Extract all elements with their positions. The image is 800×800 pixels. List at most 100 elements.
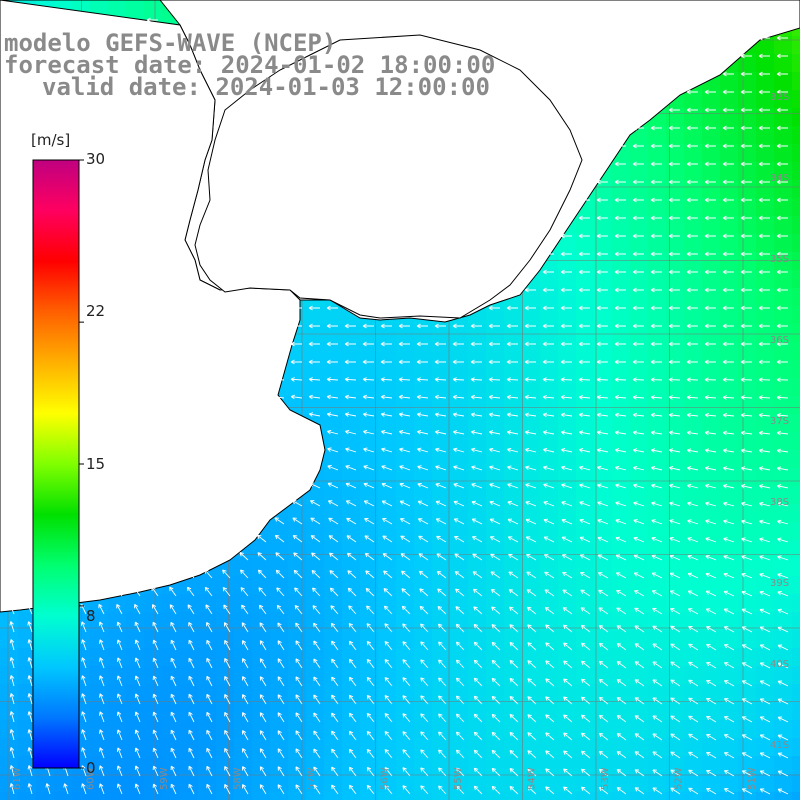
- wind-vector-arrow: [704, 466, 717, 471]
- wind-vector-arrow: [331, 784, 339, 795]
- wind-vector-arrow: [668, 107, 680, 113]
- wind-speed-cell: [216, 576, 234, 594]
- wind-vector-arrow: [704, 107, 716, 113]
- wind-speed-cell: [414, 666, 432, 684]
- wind-speed-cell: [756, 522, 774, 540]
- wind-vector-arrow: [561, 518, 573, 525]
- wind-speed-cell: [576, 378, 594, 396]
- wind-vector-arrow: [759, 662, 771, 669]
- wind-speed-cell: [774, 648, 792, 666]
- wind-vector-arrow: [206, 693, 213, 705]
- wind-vector-arrow: [331, 694, 339, 705]
- wind-vector-arrow: [188, 621, 195, 633]
- wind-speed-cell: [594, 414, 612, 432]
- colorbar-unit-label: [m/s]: [31, 131, 71, 149]
- wind-speed-cell: [468, 450, 486, 468]
- wind-vector-arrow: [242, 712, 249, 723]
- wind-speed-cell: [360, 666, 378, 684]
- wind-speed-cell: [234, 702, 252, 720]
- wind-speed-cell: [396, 396, 414, 414]
- wind-speed-cell: [162, 594, 180, 612]
- wind-speed-cell: [594, 432, 612, 450]
- wind-vector-arrow: [704, 269, 716, 275]
- wind-speed-cell: [234, 774, 252, 792]
- wind-vector-arrow: [473, 785, 483, 795]
- wind-vector-arrow: [473, 731, 483, 741]
- wind-speed-cell: [396, 666, 414, 684]
- wind-vector-arrow: [562, 624, 573, 633]
- wind-speed-cell: [648, 774, 666, 792]
- wind-speed-cell: [774, 630, 792, 648]
- wind-vector-arrow: [99, 675, 105, 687]
- wind-vector-arrow: [146, 17, 158, 23]
- wind-vector-arrow: [650, 179, 662, 185]
- wind-speed-cell: [468, 540, 486, 558]
- wind-vector-arrow: [402, 623, 411, 633]
- wind-speed-cell: [324, 612, 342, 630]
- wind-speed-cell: [684, 522, 702, 540]
- colorbar: [32, 159, 84, 769]
- wind-vector-arrow: [596, 197, 608, 203]
- wind-vector-arrow: [777, 662, 789, 669]
- wind-speed-cell: [738, 774, 756, 792]
- longitude-label: 60W: [86, 767, 97, 790]
- wind-speed-cell: [378, 540, 396, 558]
- wind-speed-cell: [468, 720, 486, 738]
- wind-vector-arrow: [704, 305, 716, 311]
- wind-vector-arrow: [259, 640, 267, 651]
- wind-vector-arrow: [686, 197, 698, 203]
- wind-speed-cell: [774, 144, 792, 162]
- latitude-label: 33S: [770, 92, 789, 103]
- wind-speed-cell: [576, 630, 594, 648]
- wind-speed-cell: [468, 396, 486, 414]
- wind-speed-cell: [450, 522, 468, 540]
- wind-vector-arrow: [542, 269, 554, 275]
- wind-vector-arrow: [614, 395, 627, 400]
- wind-vector-arrow: [381, 447, 393, 453]
- wind-vector-arrow: [722, 395, 735, 400]
- wind-speed-cell: [414, 522, 432, 540]
- wind-speed-cell: [396, 738, 414, 756]
- wind-speed-cell: [108, 756, 126, 774]
- wind-vector-arrow: [632, 412, 645, 418]
- wind-speed-cell: [180, 774, 198, 792]
- wind-speed-cell: [288, 522, 306, 540]
- wind-speed-cell: [594, 468, 612, 486]
- longitude-label: 55W: [453, 767, 464, 790]
- wind-vector-arrow: [400, 535, 411, 543]
- wind-vector-arrow: [669, 572, 681, 579]
- wind-speed-cell: [666, 630, 684, 648]
- wind-vector-arrow: [596, 377, 609, 382]
- wind-vector-arrow: [453, 483, 465, 489]
- wind-speed-cell: [126, 702, 144, 720]
- wind-speed-cell: [774, 54, 792, 72]
- wind-vector-arrow: [331, 658, 339, 669]
- wind-speed-cell: [540, 504, 558, 522]
- wind-vector-arrow: [224, 729, 231, 741]
- wind-speed-cell: [684, 342, 702, 360]
- wind-speed-cell: [324, 360, 342, 378]
- wind-vector-arrow: [491, 731, 501, 741]
- wind-speed-cell: [90, 630, 108, 648]
- wind-vector-arrow: [616, 679, 627, 687]
- wind-speed-cell: [774, 756, 792, 774]
- wind-speed-cell: [630, 666, 648, 684]
- wind-vector-arrow: [366, 694, 375, 705]
- wind-speed-cell: [162, 702, 180, 720]
- wind-speed-cell: [288, 756, 306, 774]
- wind-vector-arrow: [308, 323, 320, 329]
- wind-vector-arrow: [188, 783, 195, 795]
- wind-speed-cell: [540, 414, 558, 432]
- wind-speed-cell: [270, 630, 288, 648]
- wind-vector-arrow: [632, 377, 645, 382]
- wind-vector-arrow: [686, 395, 699, 400]
- wind-speed-cell: [576, 342, 594, 360]
- wind-speed-cell: [126, 0, 144, 18]
- wind-vector-arrow: [328, 535, 339, 543]
- latitude-label: 34S: [770, 173, 789, 184]
- wind-vector-arrow: [723, 572, 735, 579]
- wind-speed-cell: [720, 630, 738, 648]
- wind-vector-arrow: [634, 661, 645, 669]
- wind-speed-cell: [414, 396, 432, 414]
- wind-speed-cell: [198, 720, 216, 738]
